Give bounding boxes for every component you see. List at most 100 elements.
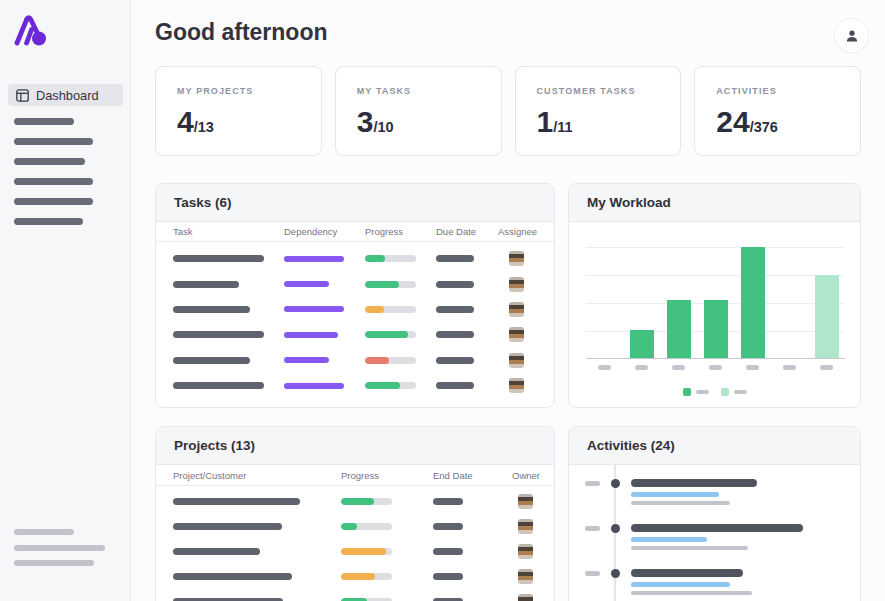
task-row[interactable] bbox=[156, 297, 554, 322]
col-end-date: End Date bbox=[433, 470, 512, 481]
sidebar-footer-skeleton-item bbox=[14, 545, 105, 551]
activity-time-skeleton bbox=[585, 481, 600, 486]
task-name-skeleton bbox=[173, 331, 264, 338]
stat-total: /13 bbox=[194, 119, 214, 135]
activity-line2-skeleton bbox=[631, 501, 730, 505]
main-content: Good afternoon MY PROJECTS 4/13 MY TASKS… bbox=[131, 0, 885, 601]
progress-bar bbox=[341, 523, 392, 530]
chart-bar[interactable] bbox=[815, 275, 839, 358]
due-date-skeleton bbox=[436, 331, 474, 338]
progress-bar bbox=[365, 357, 416, 364]
chart-x-ticks bbox=[586, 365, 845, 370]
sidebar: Dashboard bbox=[0, 0, 131, 601]
end-date-skeleton bbox=[433, 548, 463, 555]
stat-card-my-tasks[interactable]: MY TASKS 3/10 bbox=[335, 66, 502, 156]
activities-panel-title: Activities (24) bbox=[569, 427, 860, 465]
due-date-skeleton bbox=[436, 357, 474, 364]
due-date-skeleton bbox=[436, 382, 474, 389]
chart-bar[interactable] bbox=[704, 300, 728, 358]
col-task: Task bbox=[173, 226, 284, 237]
workload-panel-title: My Workload bbox=[569, 184, 860, 222]
stat-cards: MY PROJECTS 4/13 MY TASKS 3/10 CUSTOMER … bbox=[155, 66, 861, 156]
col-project-customer: Project/Customer bbox=[173, 470, 341, 481]
owner-avatar[interactable] bbox=[518, 594, 533, 601]
x-tick-skeleton bbox=[709, 365, 722, 370]
task-row[interactable] bbox=[156, 373, 554, 398]
chart-legend bbox=[569, 388, 860, 396]
tasks-panel: Tasks (6) Task Dependency Progress Due D… bbox=[155, 183, 555, 408]
sidebar-item-dashboard[interactable]: Dashboard bbox=[8, 84, 123, 106]
owner-avatar[interactable] bbox=[518, 519, 533, 534]
task-row[interactable] bbox=[156, 246, 554, 271]
legend-label-skeleton bbox=[734, 390, 747, 394]
stat-card-activities[interactable]: ACTIVITIES 24/376 bbox=[694, 66, 861, 156]
end-date-skeleton bbox=[433, 573, 463, 580]
stat-card-customer-tasks[interactable]: CUSTOMER TASKS 1/11 bbox=[515, 66, 682, 156]
stat-total: /11 bbox=[553, 119, 572, 135]
stat-value: 1 bbox=[537, 105, 554, 139]
owner-avatar[interactable] bbox=[518, 544, 533, 559]
due-date-skeleton bbox=[436, 255, 474, 262]
project-row[interactable] bbox=[156, 514, 554, 539]
due-date-skeleton bbox=[436, 306, 474, 313]
assignee-avatar[interactable] bbox=[509, 302, 524, 317]
col-dependency: Dependency bbox=[284, 226, 365, 237]
chart-plot-area bbox=[586, 247, 845, 359]
project-name-skeleton bbox=[173, 548, 260, 555]
dependency-skeleton bbox=[284, 383, 344, 389]
chart-bar[interactable] bbox=[630, 330, 654, 358]
progress-bar bbox=[341, 498, 392, 505]
task-row[interactable] bbox=[156, 322, 554, 347]
owner-avatar[interactable] bbox=[518, 494, 533, 509]
chart-bar[interactable] bbox=[741, 247, 765, 358]
dashboard-icon bbox=[16, 89, 29, 102]
sidebar-skeleton-item[interactable] bbox=[14, 198, 93, 205]
sidebar-skeleton-item[interactable] bbox=[14, 178, 93, 185]
stat-label: MY TASKS bbox=[357, 86, 480, 96]
progress-bar bbox=[365, 306, 416, 313]
stat-total: /10 bbox=[373, 119, 393, 135]
app-logo[interactable] bbox=[12, 12, 50, 48]
activity-title-skeleton bbox=[631, 569, 743, 577]
assignee-avatar[interactable] bbox=[509, 378, 524, 393]
assignee-avatar[interactable] bbox=[509, 277, 524, 292]
x-tick-skeleton bbox=[635, 365, 648, 370]
activity-line2-skeleton bbox=[631, 546, 748, 550]
sidebar-skeleton-item[interactable] bbox=[14, 138, 93, 145]
task-name-skeleton bbox=[173, 357, 250, 364]
project-row[interactable] bbox=[156, 589, 554, 601]
sidebar-skeleton-item[interactable] bbox=[14, 118, 74, 125]
stat-card-my-projects[interactable]: MY PROJECTS 4/13 bbox=[155, 66, 322, 156]
tasks-table-header: Task Dependency Progress Due Date Assign… bbox=[156, 222, 554, 242]
progress-bar bbox=[365, 331, 416, 338]
timeline-dot bbox=[611, 569, 620, 578]
project-name-skeleton bbox=[173, 523, 282, 530]
assignee-avatar[interactable] bbox=[509, 353, 524, 368]
assignee-avatar[interactable] bbox=[509, 251, 524, 266]
page-title: Good afternoon bbox=[155, 19, 327, 46]
progress-bar bbox=[365, 382, 416, 389]
sidebar-skeleton-item[interactable] bbox=[14, 218, 83, 225]
sidebar-skeleton-item[interactable] bbox=[14, 158, 85, 165]
task-name-skeleton bbox=[173, 382, 264, 389]
project-row[interactable] bbox=[156, 564, 554, 589]
stat-total: /376 bbox=[750, 119, 778, 135]
project-row[interactable] bbox=[156, 489, 554, 514]
dependency-skeleton bbox=[284, 256, 344, 262]
chart-bar[interactable] bbox=[667, 300, 691, 358]
col-progress: Progress bbox=[341, 470, 433, 481]
project-name-skeleton bbox=[173, 573, 292, 580]
activity-line1-skeleton bbox=[631, 582, 730, 587]
project-row[interactable] bbox=[156, 539, 554, 564]
activity-time-skeleton bbox=[585, 571, 600, 576]
dependency-skeleton bbox=[284, 332, 338, 338]
task-row[interactable] bbox=[156, 271, 554, 296]
assignee-avatar[interactable] bbox=[509, 327, 524, 342]
workload-panel: My Workload bbox=[568, 183, 861, 408]
x-tick-skeleton bbox=[598, 365, 611, 370]
user-avatar-button[interactable] bbox=[835, 19, 868, 52]
owner-avatar[interactable] bbox=[518, 569, 533, 584]
task-row[interactable] bbox=[156, 348, 554, 373]
stat-label: CUSTOMER TASKS bbox=[537, 86, 660, 96]
activities-timeline bbox=[569, 465, 860, 601]
